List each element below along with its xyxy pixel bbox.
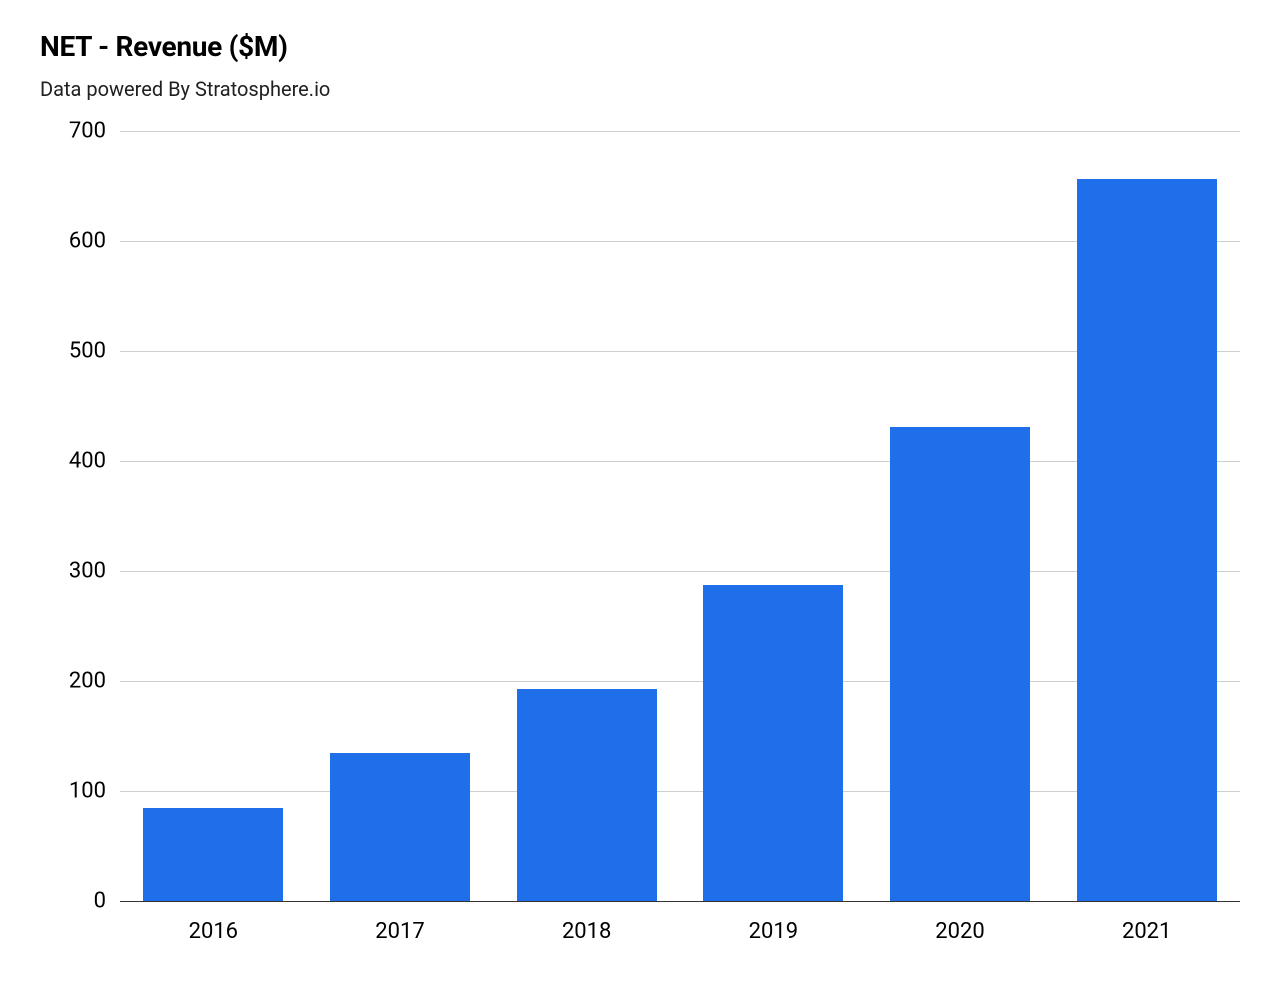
bar-slot <box>680 131 867 901</box>
revenue-chart: NET - Revenue ($M) Data powered By Strat… <box>0 0 1280 992</box>
bars-container <box>120 131 1240 901</box>
x-tick-label: 2017 <box>307 919 494 944</box>
bar <box>1077 179 1217 901</box>
y-tick-label: 0 <box>94 889 106 914</box>
bar <box>703 585 843 901</box>
bar-slot <box>307 131 494 901</box>
chart-subtitle: Data powered By Stratosphere.io <box>40 77 1240 101</box>
chart-title: NET - Revenue ($M) <box>40 30 1240 63</box>
y-tick-label: 400 <box>69 449 106 474</box>
x-axis-baseline <box>120 901 1240 902</box>
y-tick-label: 500 <box>69 339 106 364</box>
bar <box>330 753 470 902</box>
y-tick-label: 600 <box>69 229 106 254</box>
x-tick-label: 2021 <box>1053 919 1240 944</box>
plot-area: 0100200300400500600700 20162017201820192… <box>40 131 1240 951</box>
y-tick-label: 700 <box>69 119 106 144</box>
x-tick-label: 2018 <box>493 919 680 944</box>
bar-slot <box>493 131 680 901</box>
y-tick-label: 300 <box>69 559 106 584</box>
bar-slot <box>1053 131 1240 901</box>
x-tick-label: 2019 <box>680 919 867 944</box>
y-tick-label: 100 <box>69 779 106 804</box>
bar-slot <box>867 131 1054 901</box>
x-tick-label: 2016 <box>120 919 307 944</box>
x-axis: 201620172018201920202021 <box>120 919 1240 944</box>
y-axis: 0100200300400500600700 <box>40 131 120 901</box>
bar <box>143 808 283 902</box>
bar <box>517 689 657 901</box>
bar <box>890 427 1030 901</box>
bar-slot <box>120 131 307 901</box>
x-tick-label: 2020 <box>867 919 1054 944</box>
y-tick-label: 200 <box>69 669 106 694</box>
